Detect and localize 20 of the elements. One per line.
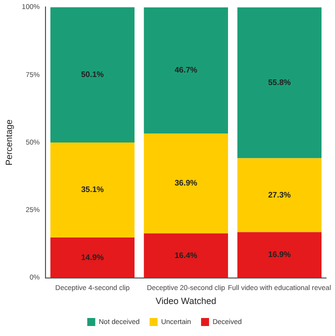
data-label: 16.9% [268,250,291,260]
data-label: 27.3% [268,190,291,200]
bar [144,233,228,278]
bar [50,7,135,142]
bar [50,142,135,238]
data-label: 50.1% [81,70,104,79]
bar [144,7,228,134]
bar [237,158,322,232]
data-label: 55.8% [268,78,291,87]
bar [237,232,322,278]
data-label: 14.9% [81,252,104,262]
bar [50,237,135,278]
bar [144,134,228,234]
data-label: 16.4% [174,250,198,260]
data-label: 46.7% [174,66,198,75]
bar [237,7,322,158]
x-axis-title: Video Watched [156,296,216,306]
data-label: 35.1% [81,185,104,194]
data-label: 36.9% [174,178,198,188]
y-axis-title: Percentage [4,119,14,166]
